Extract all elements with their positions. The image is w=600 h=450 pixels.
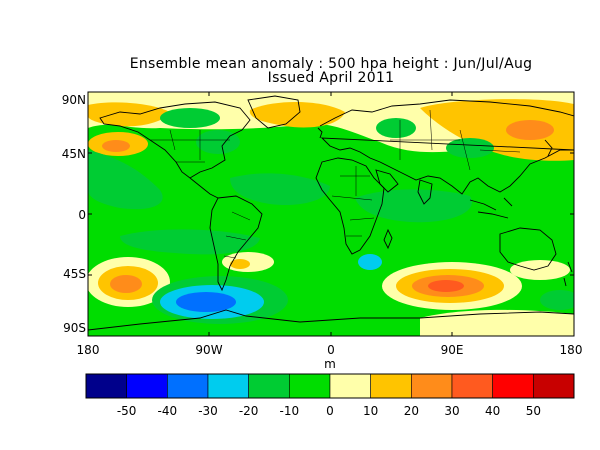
lat-label-45s: 45S <box>63 267 86 281</box>
country-borders <box>150 109 521 259</box>
colorbar-label: 30 <box>444 404 460 418</box>
colorbar-label: -40 <box>157 404 178 418</box>
south-pacific-positive-core <box>110 275 142 293</box>
africa-outline <box>315 157 385 255</box>
colorbar-swatch-11 <box>533 373 575 399</box>
canada-negative <box>196 130 240 154</box>
colorbar-label: 10 <box>363 404 379 418</box>
new-zealand-outline <box>563 261 573 287</box>
central-america-outline <box>189 177 219 199</box>
australia-positive <box>510 260 570 280</box>
map-title: Ensemble mean anomaly : 500 hpa height :… <box>129 56 533 72</box>
colorbar-swatch-3 <box>207 373 249 399</box>
colorbar-label: -10 <box>279 404 300 418</box>
siberia-negative <box>446 138 494 158</box>
colorbar-label: 40 <box>485 404 501 418</box>
tropical-pacific-negative <box>88 150 163 210</box>
south-america-outline <box>209 195 263 292</box>
colorbar-swatch-5 <box>289 373 331 399</box>
antarctic-negative-core <box>176 292 236 312</box>
colorbar-swatch-2 <box>167 373 209 399</box>
colorbar-label: 20 <box>403 404 419 418</box>
map-subtitle: Issued April 2011 <box>267 70 395 86</box>
madagascar-outline <box>383 228 393 250</box>
japan-outline <box>544 139 553 157</box>
colorbar-swatch-0 <box>85 373 127 399</box>
north-pacific-core-inner <box>102 140 130 152</box>
europe-negative <box>376 118 416 138</box>
colorbar-swatch-4 <box>248 373 290 399</box>
colorbar-swatch-9 <box>451 373 493 399</box>
indian-ocean-negative <box>355 189 472 223</box>
colorbar-swatch-10 <box>492 373 534 399</box>
arabia-outline <box>375 169 399 193</box>
colorbar-label: 50 <box>525 404 541 418</box>
antarctic-positive-band <box>420 309 574 336</box>
south-atlantic-negative <box>358 254 382 270</box>
north-pacific-positive <box>88 102 170 127</box>
colorbar <box>85 373 575 399</box>
antarctica-outline <box>88 309 574 331</box>
indian-ocean-positive-core <box>428 280 464 292</box>
tropical-atlantic-negative <box>230 173 330 206</box>
colorbar-swatch-8 <box>411 373 453 399</box>
colorbar-swatch-1 <box>126 373 168 399</box>
eurasia-positive <box>420 99 574 161</box>
south-pacific-negative <box>120 229 260 255</box>
lat-label-0: 0 <box>78 208 86 222</box>
lon-label-0: 0 <box>327 343 335 357</box>
lat-label-90n: 90N <box>61 93 86 107</box>
uk-outline <box>317 127 323 139</box>
south-atlantic-core <box>230 259 250 269</box>
lon-label-90e: 90E <box>440 343 464 357</box>
colorbar-frame <box>85 373 575 399</box>
lon-label-180w: 180 <box>76 343 100 357</box>
unit-label: m <box>324 357 336 371</box>
colorbar-label: -30 <box>198 404 218 418</box>
colorbar-label: 0 <box>326 404 334 418</box>
map-field <box>88 92 574 336</box>
colorbar-swatch-7 <box>370 373 412 399</box>
colorbar-label: -20 <box>238 404 259 418</box>
lon-label-180e: 180 <box>559 343 583 357</box>
eurasia-outline <box>319 99 574 195</box>
southeast-pacific-negative <box>540 290 574 310</box>
colorbar-label: -50 <box>116 404 137 418</box>
australia-outline <box>499 227 557 271</box>
lon-label-90w: 90W <box>195 343 223 357</box>
north-america-negative <box>160 108 220 128</box>
lat-label-45n: 45N <box>61 147 86 161</box>
north-america-outline <box>99 101 251 179</box>
eurasia-core <box>506 120 554 140</box>
coastlines <box>88 95 574 331</box>
lat-label-90s: 90S <box>63 321 86 335</box>
colorbar-swatch-6 <box>329 373 371 399</box>
india-outline <box>417 179 433 205</box>
southeast-asia-islands <box>469 197 513 219</box>
map-ticks <box>88 92 574 336</box>
greenland-outline <box>247 95 301 129</box>
